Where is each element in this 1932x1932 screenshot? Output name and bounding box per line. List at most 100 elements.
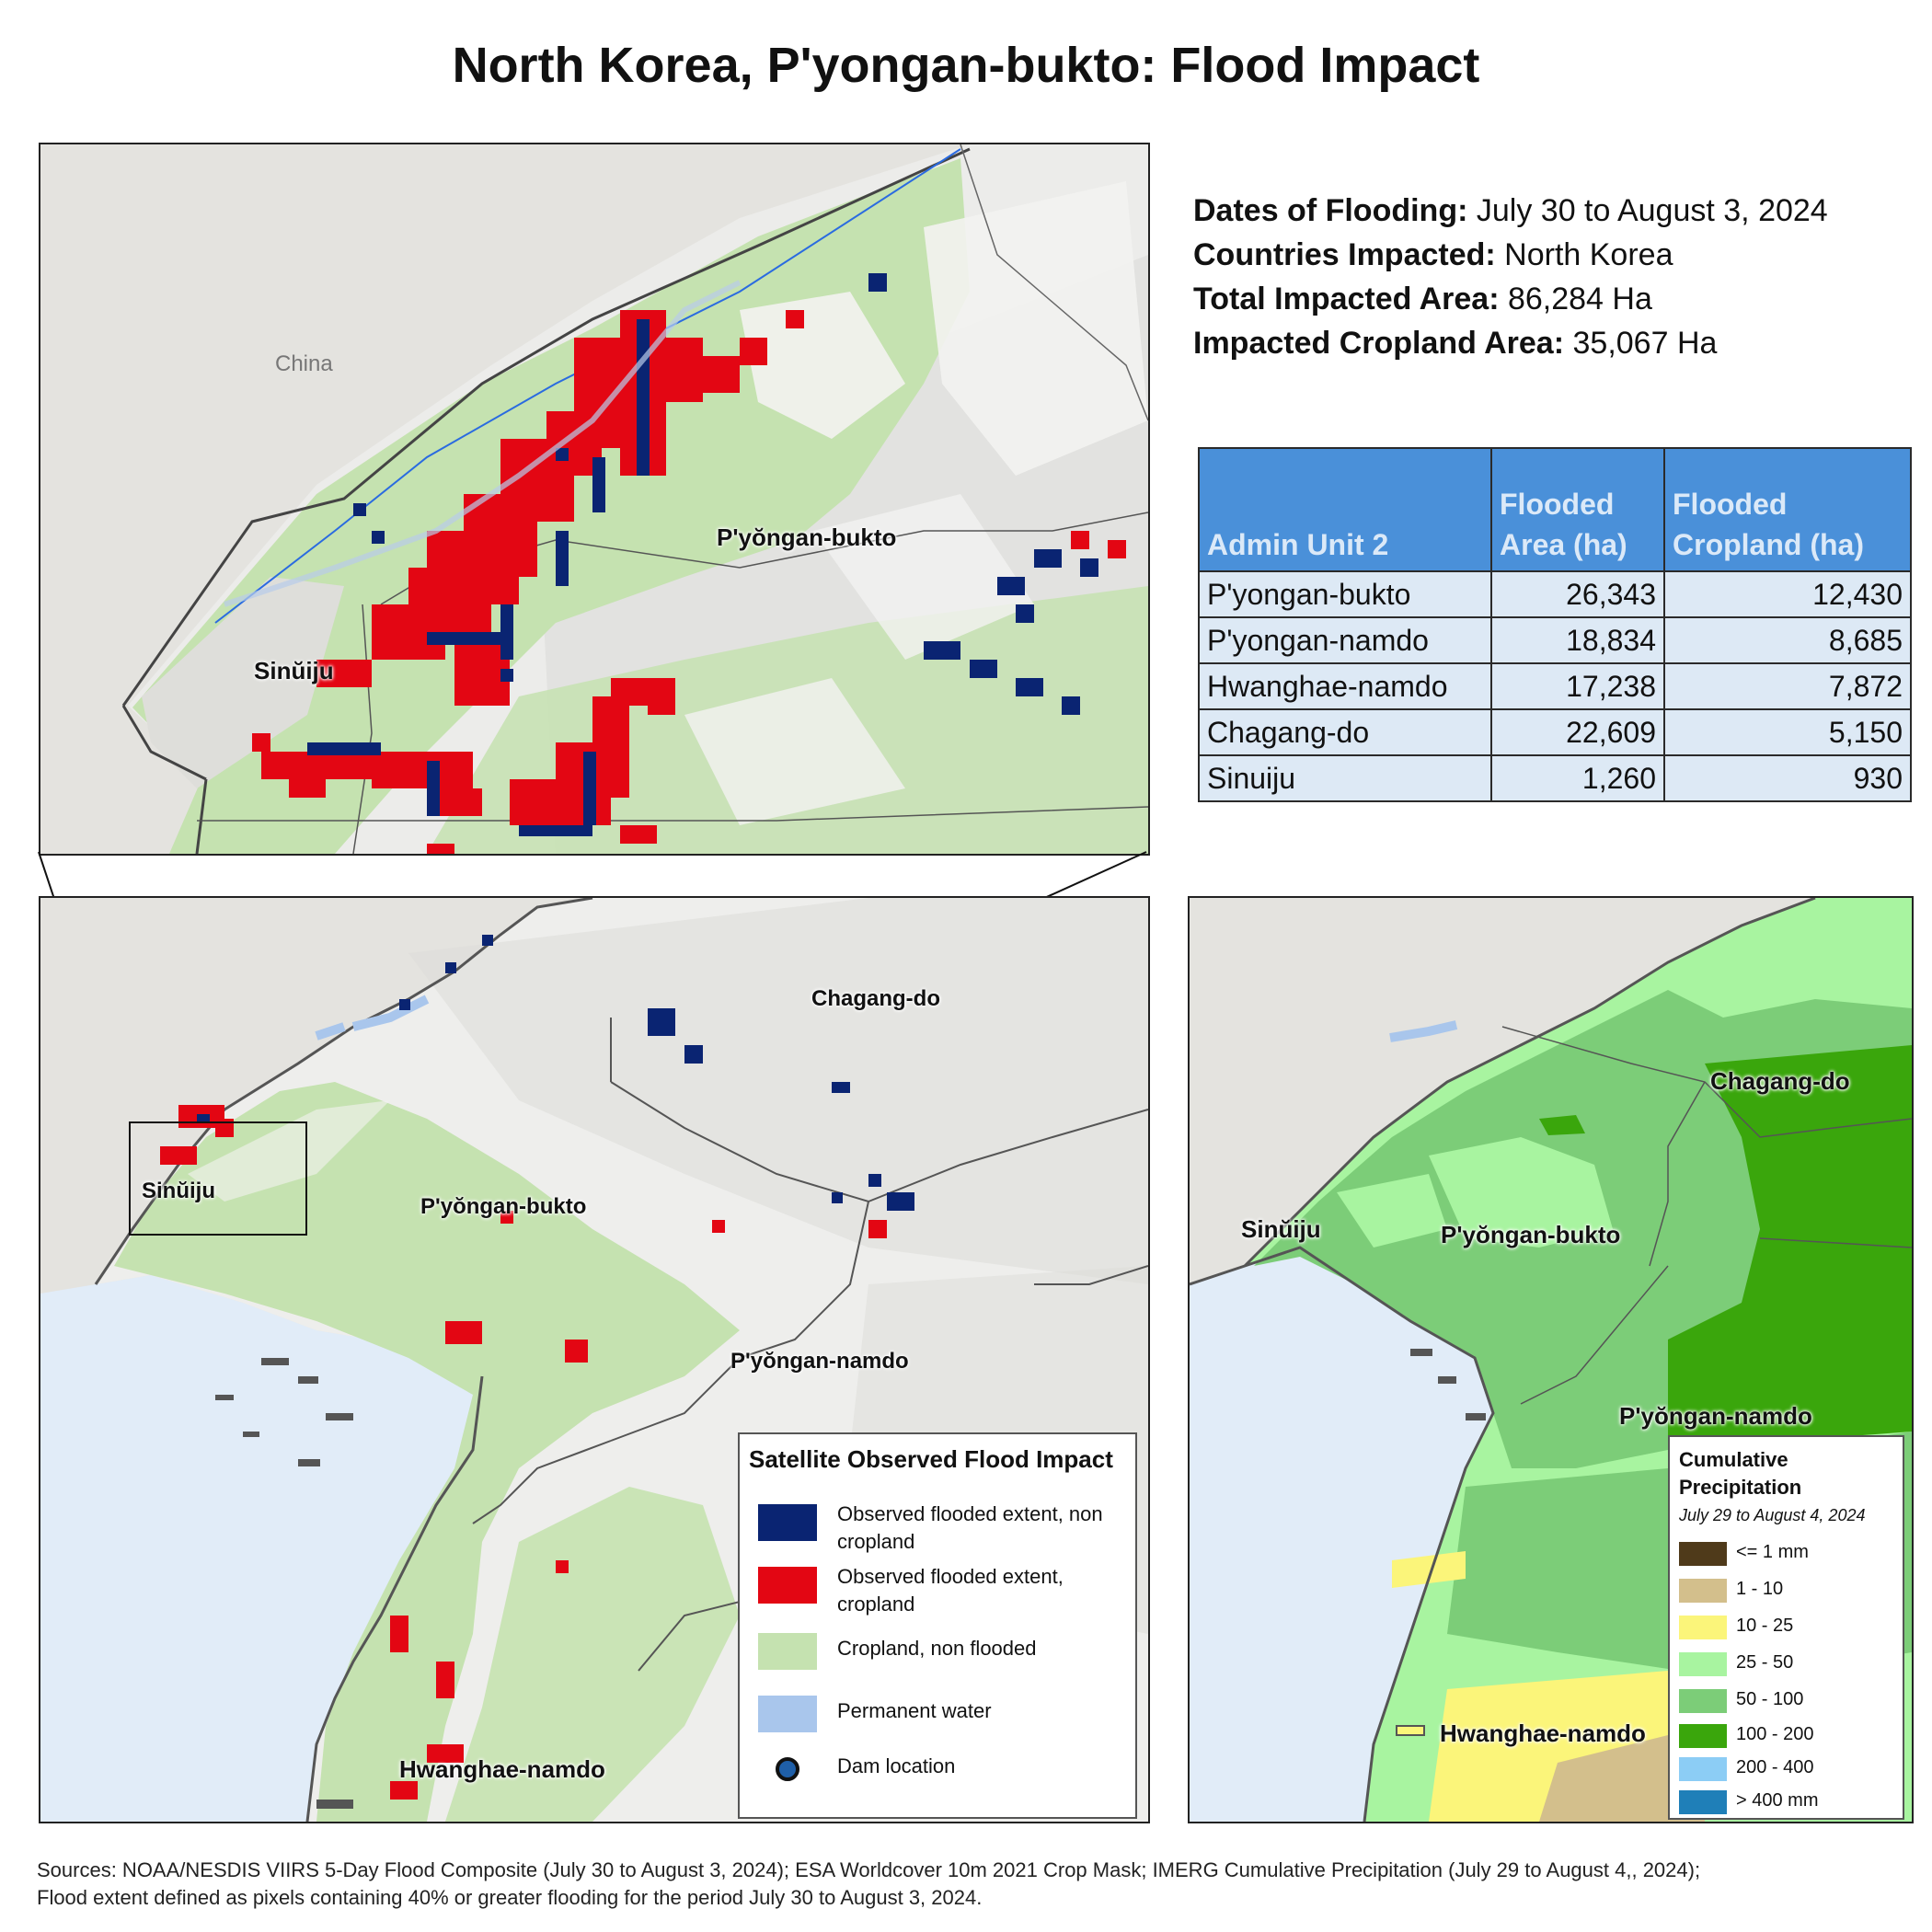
legend-item-nonflooded: Cropland, non flooded bbox=[758, 1629, 1126, 1670]
label-sinuiju-precip: Sinŭiju bbox=[1241, 1215, 1321, 1243]
info-total-label: Total Impacted Area: bbox=[1193, 282, 1500, 316]
sources-line-2: Flood extent defined as pixels containin… bbox=[37, 1886, 983, 1909]
table-row: P'yongan-bukto 26,343 12,430 bbox=[1198, 570, 1912, 618]
label-sinuiju-inset: Sinŭiju bbox=[254, 657, 334, 684]
precip-legend-title: Cumulative Precipitation bbox=[1679, 1446, 1801, 1501]
label-hwanghae-precip: Hwanghae-namdo bbox=[1440, 1719, 1646, 1747]
col-header-flooded-area: Flooded Area (ha) bbox=[1490, 447, 1665, 572]
flood-cropland bbox=[160, 1105, 887, 1800]
cell-area: 17,238 bbox=[1490, 662, 1665, 710]
label-china: China bbox=[275, 351, 333, 376]
legend-label-cropland: Observed flooded extent, cropland bbox=[837, 1565, 1064, 1616]
sources-line-1: Sources: NOAA/NESDIS VIIRS 5-Day Flood C… bbox=[37, 1858, 1701, 1881]
precip-swatch-1 bbox=[1679, 1579, 1727, 1603]
cell-cropland: 930 bbox=[1663, 754, 1912, 802]
cell-admin: P'yongan-namdo bbox=[1198, 616, 1492, 664]
precip-item-3: 25 - 50 bbox=[1679, 1650, 1891, 1678]
legend-swatch-water bbox=[758, 1696, 817, 1732]
label-pyongan-bukto-inset: P'yŏngan-bukto bbox=[717, 523, 897, 551]
info-countries-label: Countries Impacted: bbox=[1193, 237, 1496, 272]
precip-label-7: > 400 mm bbox=[1736, 1790, 1819, 1811]
flood-cropland bbox=[252, 310, 1126, 854]
cell-area: 26,343 bbox=[1490, 570, 1665, 618]
table-header-row: Admin Unit 2 Flooded Area (ha) Flooded C… bbox=[1198, 447, 1912, 572]
precip-legend-subtitle: July 29 to August 4, 2024 bbox=[1679, 1506, 1866, 1524]
precip-legend-title-line2: Precipitation bbox=[1679, 1476, 1802, 1499]
precip-label-4: 50 - 100 bbox=[1736, 1689, 1804, 1709]
cell-admin: P'yongan-bukto bbox=[1198, 570, 1492, 618]
legend-item-cropland: Observed flooded extent, cropland bbox=[758, 1563, 1126, 1618]
inset-map-graphic bbox=[40, 144, 1148, 854]
flood-legend: Satellite Observed Flood Impact Observed… bbox=[738, 1432, 1137, 1819]
precip-swatch-4 bbox=[1679, 1689, 1727, 1713]
label-chagang-precip: Chagang-do bbox=[1710, 1067, 1850, 1095]
precip-swatch-3 bbox=[1679, 1652, 1727, 1676]
label-pyongan-namdo-precip: P'yŏngan-namdo bbox=[1619, 1402, 1812, 1430]
label-hwanghae-main: Hwanghae-namdo bbox=[399, 1755, 605, 1783]
info-cropland-label: Impacted Cropland Area: bbox=[1193, 326, 1565, 361]
cell-area: 1,260 bbox=[1490, 754, 1665, 802]
label-chagang-main: Chagang-do bbox=[811, 986, 940, 1011]
precip-legend-title-line1: Cumulative bbox=[1679, 1448, 1788, 1471]
precip-1-10 bbox=[1539, 1726, 1705, 1822]
cropland-area bbox=[114, 1082, 740, 1822]
info-cropland-value: 35,067 Ha bbox=[1572, 326, 1718, 361]
label-sinuiju-main: Sinŭiju bbox=[142, 1179, 215, 1203]
legend-label-noncrop: Observed flooded extent, non cropland bbox=[837, 1502, 1103, 1553]
precip-label-5: 100 - 200 bbox=[1736, 1724, 1814, 1744]
sources-note: Sources: NOAA/NESDIS VIIRS 5-Day Flood C… bbox=[37, 1857, 1914, 1912]
sea-area bbox=[40, 1275, 482, 1822]
precip-label-3: 25 - 50 bbox=[1736, 1652, 1794, 1673]
cell-admin: Sinuiju bbox=[1198, 754, 1492, 802]
flood-summary: Dates of Flooding: July 30 to August 3, … bbox=[1193, 189, 1892, 365]
precip-item-5: 100 - 200 bbox=[1679, 1722, 1891, 1750]
table-row: Hwanghae-namdo 17,238 7,872 bbox=[1198, 662, 1912, 710]
precip-swatch-7 bbox=[1679, 1790, 1727, 1814]
precip-item-1: 1 - 10 bbox=[1679, 1577, 1891, 1604]
legend-swatch-noncrop bbox=[758, 1504, 817, 1541]
flood-legend-title: Satellite Observed Flood Impact bbox=[749, 1445, 1113, 1473]
cell-cropland: 5,150 bbox=[1663, 708, 1912, 756]
islands bbox=[215, 1358, 353, 1809]
cell-area: 18,834 bbox=[1490, 616, 1665, 664]
inset-extent-box bbox=[129, 1121, 307, 1236]
precip-legend: Cumulative Precipitation July 29 to Augu… bbox=[1668, 1435, 1904, 1820]
table-row: Sinuiju 1,260 930 bbox=[1198, 754, 1912, 802]
info-dates-value: July 30 to August 3, 2024 bbox=[1476, 193, 1828, 228]
col-header-admin: Admin Unit 2 bbox=[1198, 447, 1492, 572]
info-dates-label: Dates of Flooding: bbox=[1193, 193, 1468, 228]
legend-item-water: Permanent water bbox=[758, 1692, 1126, 1732]
precip-swatch-0 bbox=[1679, 1542, 1727, 1566]
precip-swatch-5 bbox=[1679, 1724, 1727, 1748]
legend-swatch-cropland bbox=[758, 1567, 817, 1604]
precip-label-2: 10 - 25 bbox=[1736, 1616, 1794, 1636]
admin-flood-table: Admin Unit 2 Flooded Area (ha) Flooded C… bbox=[1198, 447, 1912, 802]
precip-item-6: 200 - 400 bbox=[1679, 1755, 1891, 1783]
cell-cropland: 8,685 bbox=[1663, 616, 1912, 664]
precip-item-4: 50 - 100 bbox=[1679, 1687, 1891, 1715]
precip-item-0: <= 1 mm bbox=[1679, 1540, 1891, 1568]
precip-swatch-6 bbox=[1679, 1757, 1727, 1781]
legend-swatch-nonflooded bbox=[758, 1633, 817, 1670]
info-countries-value: North Korea bbox=[1504, 237, 1673, 272]
label-pyongan-bukto-main: P'yŏngan-bukto bbox=[420, 1194, 587, 1219]
precip-item-7: > 400 mm bbox=[1679, 1788, 1891, 1816]
legend-label-nonflooded: Cropland, non flooded bbox=[837, 1637, 1037, 1660]
info-total: Total Impacted Area: 86,284 Ha bbox=[1193, 277, 1892, 321]
legend-item-dam: Dam location bbox=[758, 1747, 1126, 1784]
cell-admin: Chagang-do bbox=[1198, 708, 1492, 756]
precip-swatch-2 bbox=[1679, 1616, 1727, 1639]
precip-item-2: 10 - 25 bbox=[1679, 1614, 1891, 1641]
cell-admin: Hwanghae-namdo bbox=[1198, 662, 1492, 710]
inset-map[interactable]: China P'yŏngan-bukto Sinŭiju bbox=[39, 143, 1150, 856]
precip-label-0: <= 1 mm bbox=[1736, 1542, 1809, 1562]
precip-100-200 bbox=[1668, 1045, 1912, 1450]
legend-label-dam: Dam location bbox=[837, 1754, 956, 1777]
dam-icon bbox=[776, 1757, 799, 1781]
cell-cropland: 7,872 bbox=[1663, 662, 1912, 710]
col-header-flooded-cropland: Flooded Cropland (ha) bbox=[1663, 447, 1912, 572]
info-total-value: 86,284 Ha bbox=[1507, 282, 1652, 316]
flood-noncrop bbox=[197, 935, 914, 1211]
precip-label-1: 1 - 10 bbox=[1736, 1579, 1784, 1599]
table-row: P'yongan-namdo 18,834 8,685 bbox=[1198, 616, 1912, 664]
